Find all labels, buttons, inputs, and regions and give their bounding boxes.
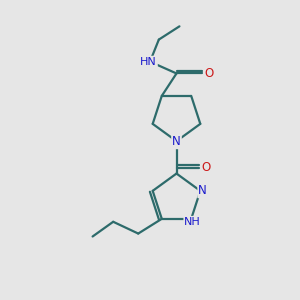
Text: O: O (204, 67, 214, 80)
Text: O: O (201, 161, 211, 174)
Text: N: N (172, 135, 181, 148)
Text: HN: HN (140, 57, 157, 67)
Text: NH: NH (184, 217, 201, 227)
Text: N: N (198, 184, 207, 197)
